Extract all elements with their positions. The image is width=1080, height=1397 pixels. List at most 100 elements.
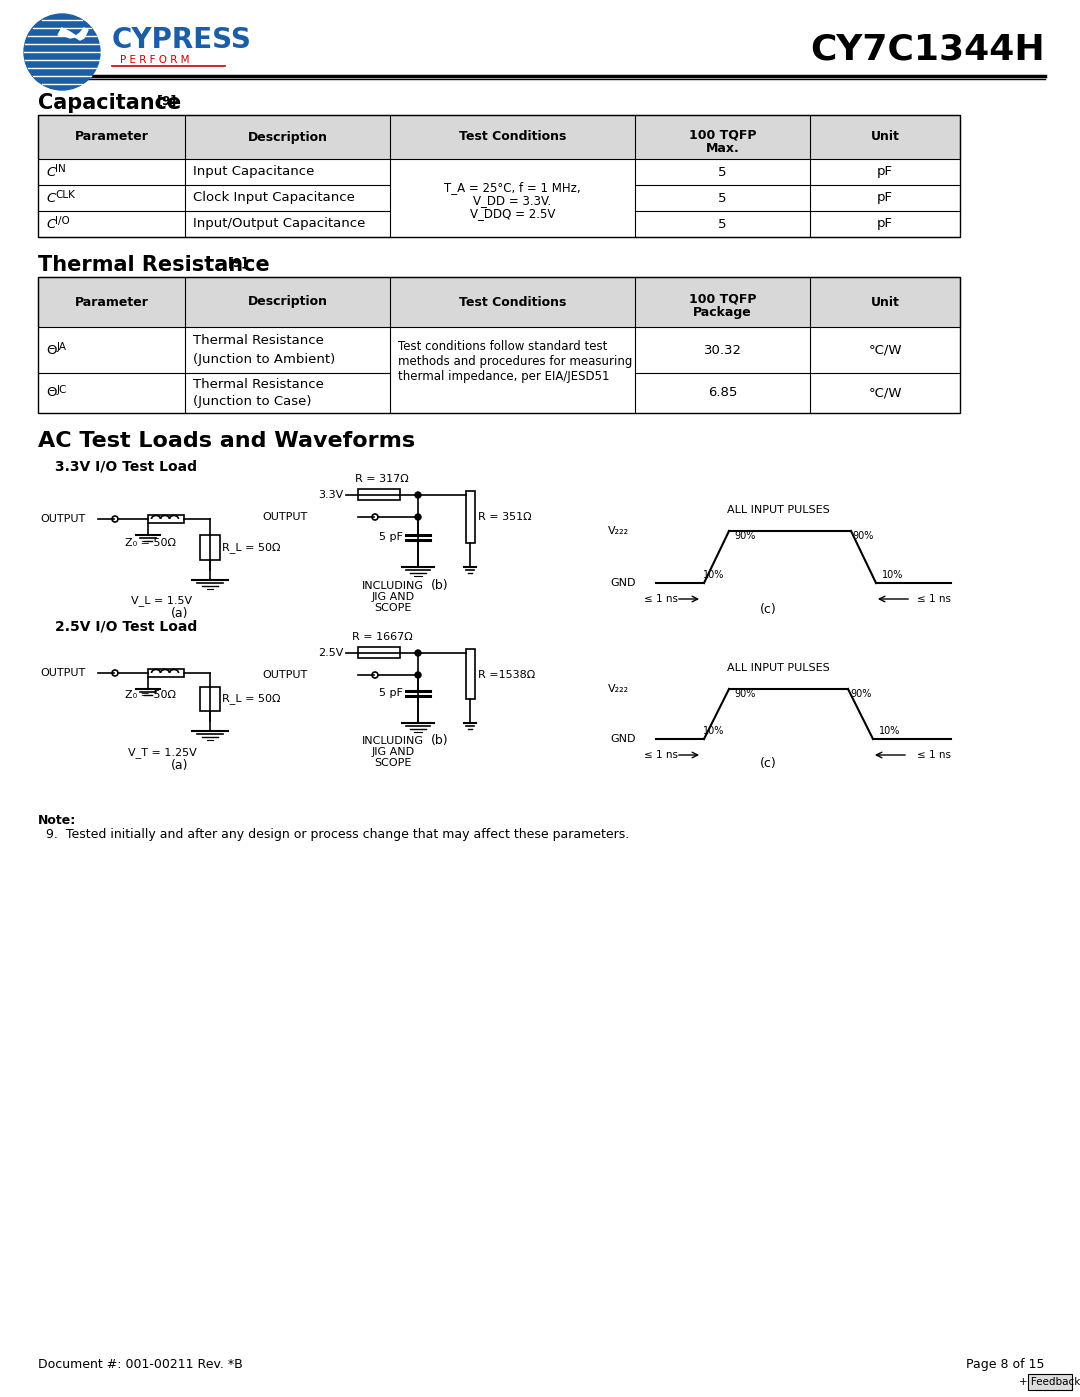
Text: ≤ 1 ns: ≤ 1 ns <box>644 594 678 604</box>
Text: (a): (a) <box>172 608 189 620</box>
Text: SCOPE: SCOPE <box>375 604 411 613</box>
Text: Input/Output Capacitance: Input/Output Capacitance <box>193 218 365 231</box>
Text: ≤ 1 ns: ≤ 1 ns <box>644 750 678 760</box>
Text: Test Conditions: Test Conditions <box>459 296 566 309</box>
Text: Page 8 of 15: Page 8 of 15 <box>967 1358 1045 1370</box>
Text: °C/W: °C/W <box>868 344 902 356</box>
Text: (Junction to Ambient): (Junction to Ambient) <box>193 352 335 366</box>
Text: pF: pF <box>877 218 893 231</box>
Text: ALL INPUT PULSES: ALL INPUT PULSES <box>727 664 829 673</box>
Text: GND: GND <box>610 578 635 588</box>
Circle shape <box>415 492 421 497</box>
Text: Document #: 001-00211 Rev. *B: Document #: 001-00211 Rev. *B <box>38 1358 243 1370</box>
Text: ALL INPUT PULSES: ALL INPUT PULSES <box>727 504 829 515</box>
Circle shape <box>415 650 421 657</box>
Text: OUTPUT: OUTPUT <box>262 511 308 522</box>
Text: 100 TQFP: 100 TQFP <box>689 129 756 142</box>
Text: (c): (c) <box>759 757 777 770</box>
Text: 10%: 10% <box>703 570 725 580</box>
Text: Parameter: Parameter <box>75 296 148 309</box>
Text: 5: 5 <box>718 191 727 204</box>
Text: 10%: 10% <box>703 726 725 736</box>
Text: OUTPUT: OUTPUT <box>40 668 85 678</box>
Text: pF: pF <box>877 191 893 204</box>
Text: AC Test Loads and Waveforms: AC Test Loads and Waveforms <box>38 432 415 451</box>
Text: GND: GND <box>610 733 635 745</box>
Text: CY7C1344H: CY7C1344H <box>810 34 1045 67</box>
Text: 100 TQFP: 100 TQFP <box>689 293 756 306</box>
Bar <box>38 115 960 237</box>
Text: JA: JA <box>57 342 67 352</box>
Text: JIG AND: JIG AND <box>372 747 415 757</box>
Text: [9]: [9] <box>228 256 248 270</box>
Text: INCLUDING: INCLUDING <box>362 581 424 591</box>
Text: Test conditions follow standard test: Test conditions follow standard test <box>399 339 607 353</box>
Text: ≤ 1 ns: ≤ 1 ns <box>917 594 951 604</box>
Text: Θ: Θ <box>46 344 56 356</box>
Text: Clock Input Capacitance: Clock Input Capacitance <box>193 191 355 204</box>
Text: 5: 5 <box>718 165 727 179</box>
Text: 10%: 10% <box>882 570 903 580</box>
Text: Parameter: Parameter <box>75 130 148 144</box>
Bar <box>465 490 475 543</box>
Text: CYPRESS: CYPRESS <box>112 27 252 54</box>
Text: Unit: Unit <box>870 296 900 309</box>
Bar <box>38 115 960 159</box>
Text: (a): (a) <box>172 759 189 773</box>
Circle shape <box>24 14 100 89</box>
Text: 9.  Tested initially and after any design or process change that may affect thes: 9. Tested initially and after any design… <box>38 828 630 841</box>
Text: 90%: 90% <box>734 531 755 541</box>
Text: 2.5V I/O Test Load: 2.5V I/O Test Load <box>55 619 198 633</box>
Text: V_T = 1.25V: V_T = 1.25V <box>127 747 197 759</box>
Text: R =1538Ω: R =1538Ω <box>478 671 536 680</box>
Text: 5 pF: 5 pF <box>379 532 403 542</box>
Polygon shape <box>58 28 87 41</box>
Bar <box>38 277 960 327</box>
Text: °C/W: °C/W <box>868 387 902 400</box>
Text: Thermal Resistance: Thermal Resistance <box>38 256 270 275</box>
Text: INCLUDING: INCLUDING <box>362 736 424 746</box>
Text: 3.3V I/O Test Load: 3.3V I/O Test Load <box>55 460 197 474</box>
Text: thermal impedance, per EIA/JESD51: thermal impedance, per EIA/JESD51 <box>399 370 609 383</box>
Text: V₂₂₂: V₂₂₂ <box>608 527 630 536</box>
Text: P E R F O R M: P E R F O R M <box>120 54 189 66</box>
Text: I/O: I/O <box>55 217 70 226</box>
Bar <box>1028 1375 1072 1390</box>
Text: Z₀ = 50Ω: Z₀ = 50Ω <box>125 690 176 700</box>
Text: 30.32: 30.32 <box>703 344 742 356</box>
Text: JIG AND: JIG AND <box>372 592 415 602</box>
Text: 6.85: 6.85 <box>707 387 738 400</box>
Circle shape <box>415 672 421 678</box>
Text: Θ: Θ <box>46 387 56 400</box>
Text: pF: pF <box>877 165 893 179</box>
Text: Thermal Resistance: Thermal Resistance <box>193 334 324 348</box>
Text: (c): (c) <box>759 604 777 616</box>
Text: CLK: CLK <box>55 190 75 200</box>
Text: Input Capacitance: Input Capacitance <box>193 165 314 179</box>
Bar <box>148 669 184 678</box>
Text: R_L = 50Ω: R_L = 50Ω <box>222 542 281 553</box>
Text: R = 1667Ω: R = 1667Ω <box>352 631 413 643</box>
Text: 3.3V: 3.3V <box>318 490 343 500</box>
Text: Capacitance: Capacitance <box>38 94 181 113</box>
Bar <box>148 515 184 522</box>
Text: R = 317Ω: R = 317Ω <box>355 474 409 483</box>
Bar <box>465 650 475 698</box>
Text: Thermal Resistance: Thermal Resistance <box>193 377 324 391</box>
Bar <box>357 489 400 500</box>
Text: 5 pF: 5 pF <box>379 687 403 698</box>
Bar <box>38 277 960 414</box>
Text: [9]: [9] <box>157 94 177 108</box>
Text: C: C <box>46 165 55 179</box>
Text: + Feedback: + Feedback <box>1020 1377 1080 1387</box>
Text: V₂₂₂: V₂₂₂ <box>608 685 630 694</box>
Text: R_L = 50Ω: R_L = 50Ω <box>222 693 281 704</box>
Text: JC: JC <box>57 386 67 395</box>
Text: Note:: Note: <box>38 814 77 827</box>
Text: Description: Description <box>247 130 327 144</box>
Text: (b): (b) <box>431 733 449 747</box>
Text: ≤ 1 ns: ≤ 1 ns <box>917 750 951 760</box>
Text: Max.: Max. <box>705 142 740 155</box>
Text: methods and procedures for measuring: methods and procedures for measuring <box>399 355 633 367</box>
Text: Description: Description <box>247 296 327 309</box>
